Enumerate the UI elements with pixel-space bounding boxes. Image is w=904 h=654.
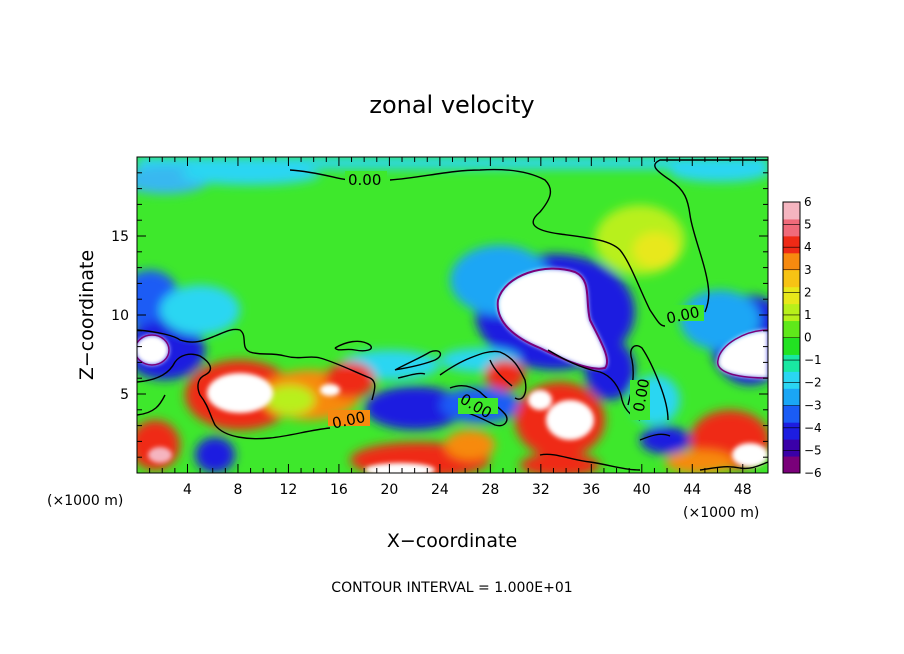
y-tick-label: 5 [120,387,129,403]
colorbar-tick-label: −3 [804,398,822,412]
colorbar-swatch [783,252,800,271]
y-tick-label: 15 [111,229,129,245]
colorbar-tick-label: 4 [804,240,812,254]
zero-contours [137,159,768,471]
colorbar-tick-label: −2 [804,376,822,390]
x-tick-label: 20 [380,482,398,498]
x-tick-label: 12 [280,482,298,498]
x-axis: 4 8 12 16 20 24 28 32 36 40 44 48 [149,157,756,498]
colorbar-tick-label: −1 [804,353,822,367]
y-axis-label: Z−coordinate [76,250,98,380]
y-tick-label: 10 [111,308,129,324]
colorbar-tick-label: 3 [804,263,812,277]
x-tick-label: 8 [233,482,242,498]
x-tick-label: 36 [582,482,600,498]
x-tick-label: 16 [330,482,348,498]
x-axis-label: X−coordinate [387,530,517,552]
colorbar-swatch [783,320,800,338]
colorbar-tick-label: 5 [804,218,812,232]
contour-interval-note: CONTOUR INTERVAL = 1.000E+01 [331,580,572,596]
colorbar-swatch [783,337,800,355]
colorbar-swatch [783,235,800,254]
x-tick-label: 32 [532,482,550,498]
x-tick-label: 40 [633,482,651,498]
x-tick-label: 48 [734,482,752,498]
colorbar-tick-label: 6 [804,195,812,209]
colorbar-tick-label: −5 [804,443,822,457]
colorbar-swatch [783,218,800,237]
colorbar-swatch [783,286,800,305]
chart-title: zonal velocity [369,91,534,119]
x-tick-label: 44 [683,482,701,498]
colorbar-tick-label: 0 [804,331,812,345]
colorbar-tick-label: −4 [804,421,822,435]
colorbar-swatch [783,303,800,322]
colorbar-swatch [783,456,800,474]
x-axis-scale-right: (×1000 m) [683,505,759,521]
colorbar-swatch [783,202,800,220]
colorbar-swatch [783,439,800,457]
contour-label: 0.00 [630,377,654,413]
colorbar-swatch [783,371,800,389]
x-tick-label: 4 [183,482,192,498]
x-tick-label: 24 [431,482,449,498]
colorbar-swatch [783,269,800,288]
colorbar-swatch [783,422,800,440]
colorbar-swatch [783,354,800,372]
colorbar-tick-label: 2 [804,285,812,299]
contour-label: 0.00 [348,171,381,189]
x-tick-label: 28 [481,482,499,498]
colorbar-tick-label: 1 [804,308,812,322]
y-axis: 5 10 15 [111,172,768,458]
colorbar-tick-label: −6 [804,466,822,480]
x-axis-scale-left: (×1000 m) [47,493,123,509]
colorbar: 6 5 4 3 2 1 0 −1 −2 −3 −4 −5 −6 [782,195,822,480]
colorbar-swatch [783,405,800,423]
colorbar-swatch [783,388,800,406]
heatmap-field [137,157,768,473]
